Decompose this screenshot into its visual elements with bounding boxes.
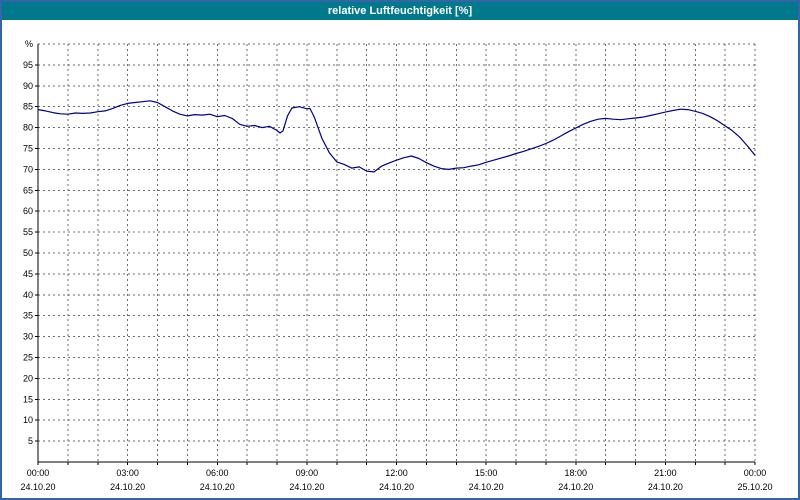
x-tick-time: 21:00 xyxy=(654,468,677,478)
window-titlebar[interactable]: relative Luftfeuchtigkeit [%] xyxy=(2,2,798,20)
y-tick-label: 75 xyxy=(23,144,33,154)
tick-marks xyxy=(35,64,756,465)
chart-area: 95 90 85 80 75 70 65 60 55 50 45 40 35 30 25 20 15 10 5% 00… xyxy=(2,20,798,498)
x-tick-date: 24.10.20 xyxy=(110,482,145,492)
y-tick-label: 60 xyxy=(23,206,33,216)
x-tick-time: 03:00 xyxy=(116,468,139,478)
x-tick-time: 09:00 xyxy=(296,468,319,478)
y-tick-label: 30 xyxy=(23,332,33,342)
window-title: relative Luftfeuchtigkeit [%] xyxy=(327,5,473,17)
y-tick-label: 25 xyxy=(23,353,33,363)
x-tick-date: 24.10.20 xyxy=(289,482,324,492)
x-tick-date: 24.10.20 xyxy=(20,482,55,492)
y-tick-label: 85 xyxy=(23,102,33,112)
x-tick-time: 00:00 xyxy=(744,468,767,478)
x-tick-date: 25.10.20 xyxy=(737,482,772,492)
x-tick-time: 15:00 xyxy=(475,468,498,478)
y-tick-label: 35 xyxy=(23,311,33,321)
y-tick-label: 55 xyxy=(23,227,33,237)
y-tick-label: 70 xyxy=(23,164,33,174)
x-tick-date: 24.10.20 xyxy=(648,482,683,492)
y-unit-label: % xyxy=(25,39,33,49)
y-tick-label: 5 xyxy=(28,436,33,446)
x-tick-date: 24.10.20 xyxy=(379,482,414,492)
humidity-series-line xyxy=(37,100,756,173)
y-tick-label: 10 xyxy=(23,415,33,425)
x-tick-date: 24.10.20 xyxy=(469,482,504,492)
humidity-line-chart: 95 90 85 80 75 70 65 60 55 50 45 40 35 30 25 20 15 10 5% 00… xyxy=(20,39,772,492)
y-tick-label: 50 xyxy=(23,248,33,258)
grid-lines xyxy=(38,43,756,462)
y-tick-label: 15 xyxy=(23,394,33,404)
y-axis-labels: 95 90 85 80 75 70 65 60 55 50 45 40 35 30 25 20 15 10 5% xyxy=(23,39,33,446)
x-tick-time: 18:00 xyxy=(564,468,587,478)
y-tick-label: 40 xyxy=(23,290,33,300)
x-tick-date: 24.10.20 xyxy=(200,482,235,492)
x-tick-date: 24.10.20 xyxy=(558,482,593,492)
y-tick-label: 90 xyxy=(23,81,33,91)
y-tick-label: 20 xyxy=(23,373,33,383)
x-axis-labels: 00:00 24.10.20 03:00 24.10.20 06:00 24.10.20 0… xyxy=(20,468,772,492)
x-tick-time: 12:00 xyxy=(385,468,408,478)
y-tick-label: 80 xyxy=(23,123,33,133)
y-tick-label: 95 xyxy=(23,60,33,70)
y-tick-label: 65 xyxy=(23,185,33,195)
y-tick-label: 45 xyxy=(23,269,33,279)
x-tick-time: 06:00 xyxy=(206,468,229,478)
x-tick-time: 00:00 xyxy=(27,468,50,478)
